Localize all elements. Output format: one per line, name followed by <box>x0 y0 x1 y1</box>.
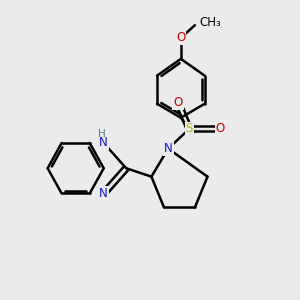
Text: N: N <box>164 142 172 155</box>
Text: N: N <box>99 136 108 149</box>
Text: S: S <box>186 122 193 136</box>
Text: O: O <box>176 31 185 44</box>
Text: N: N <box>99 187 108 200</box>
Text: O: O <box>215 122 225 136</box>
Text: CH₃: CH₃ <box>199 16 221 29</box>
Text: O: O <box>173 96 183 109</box>
Text: H: H <box>98 129 106 139</box>
